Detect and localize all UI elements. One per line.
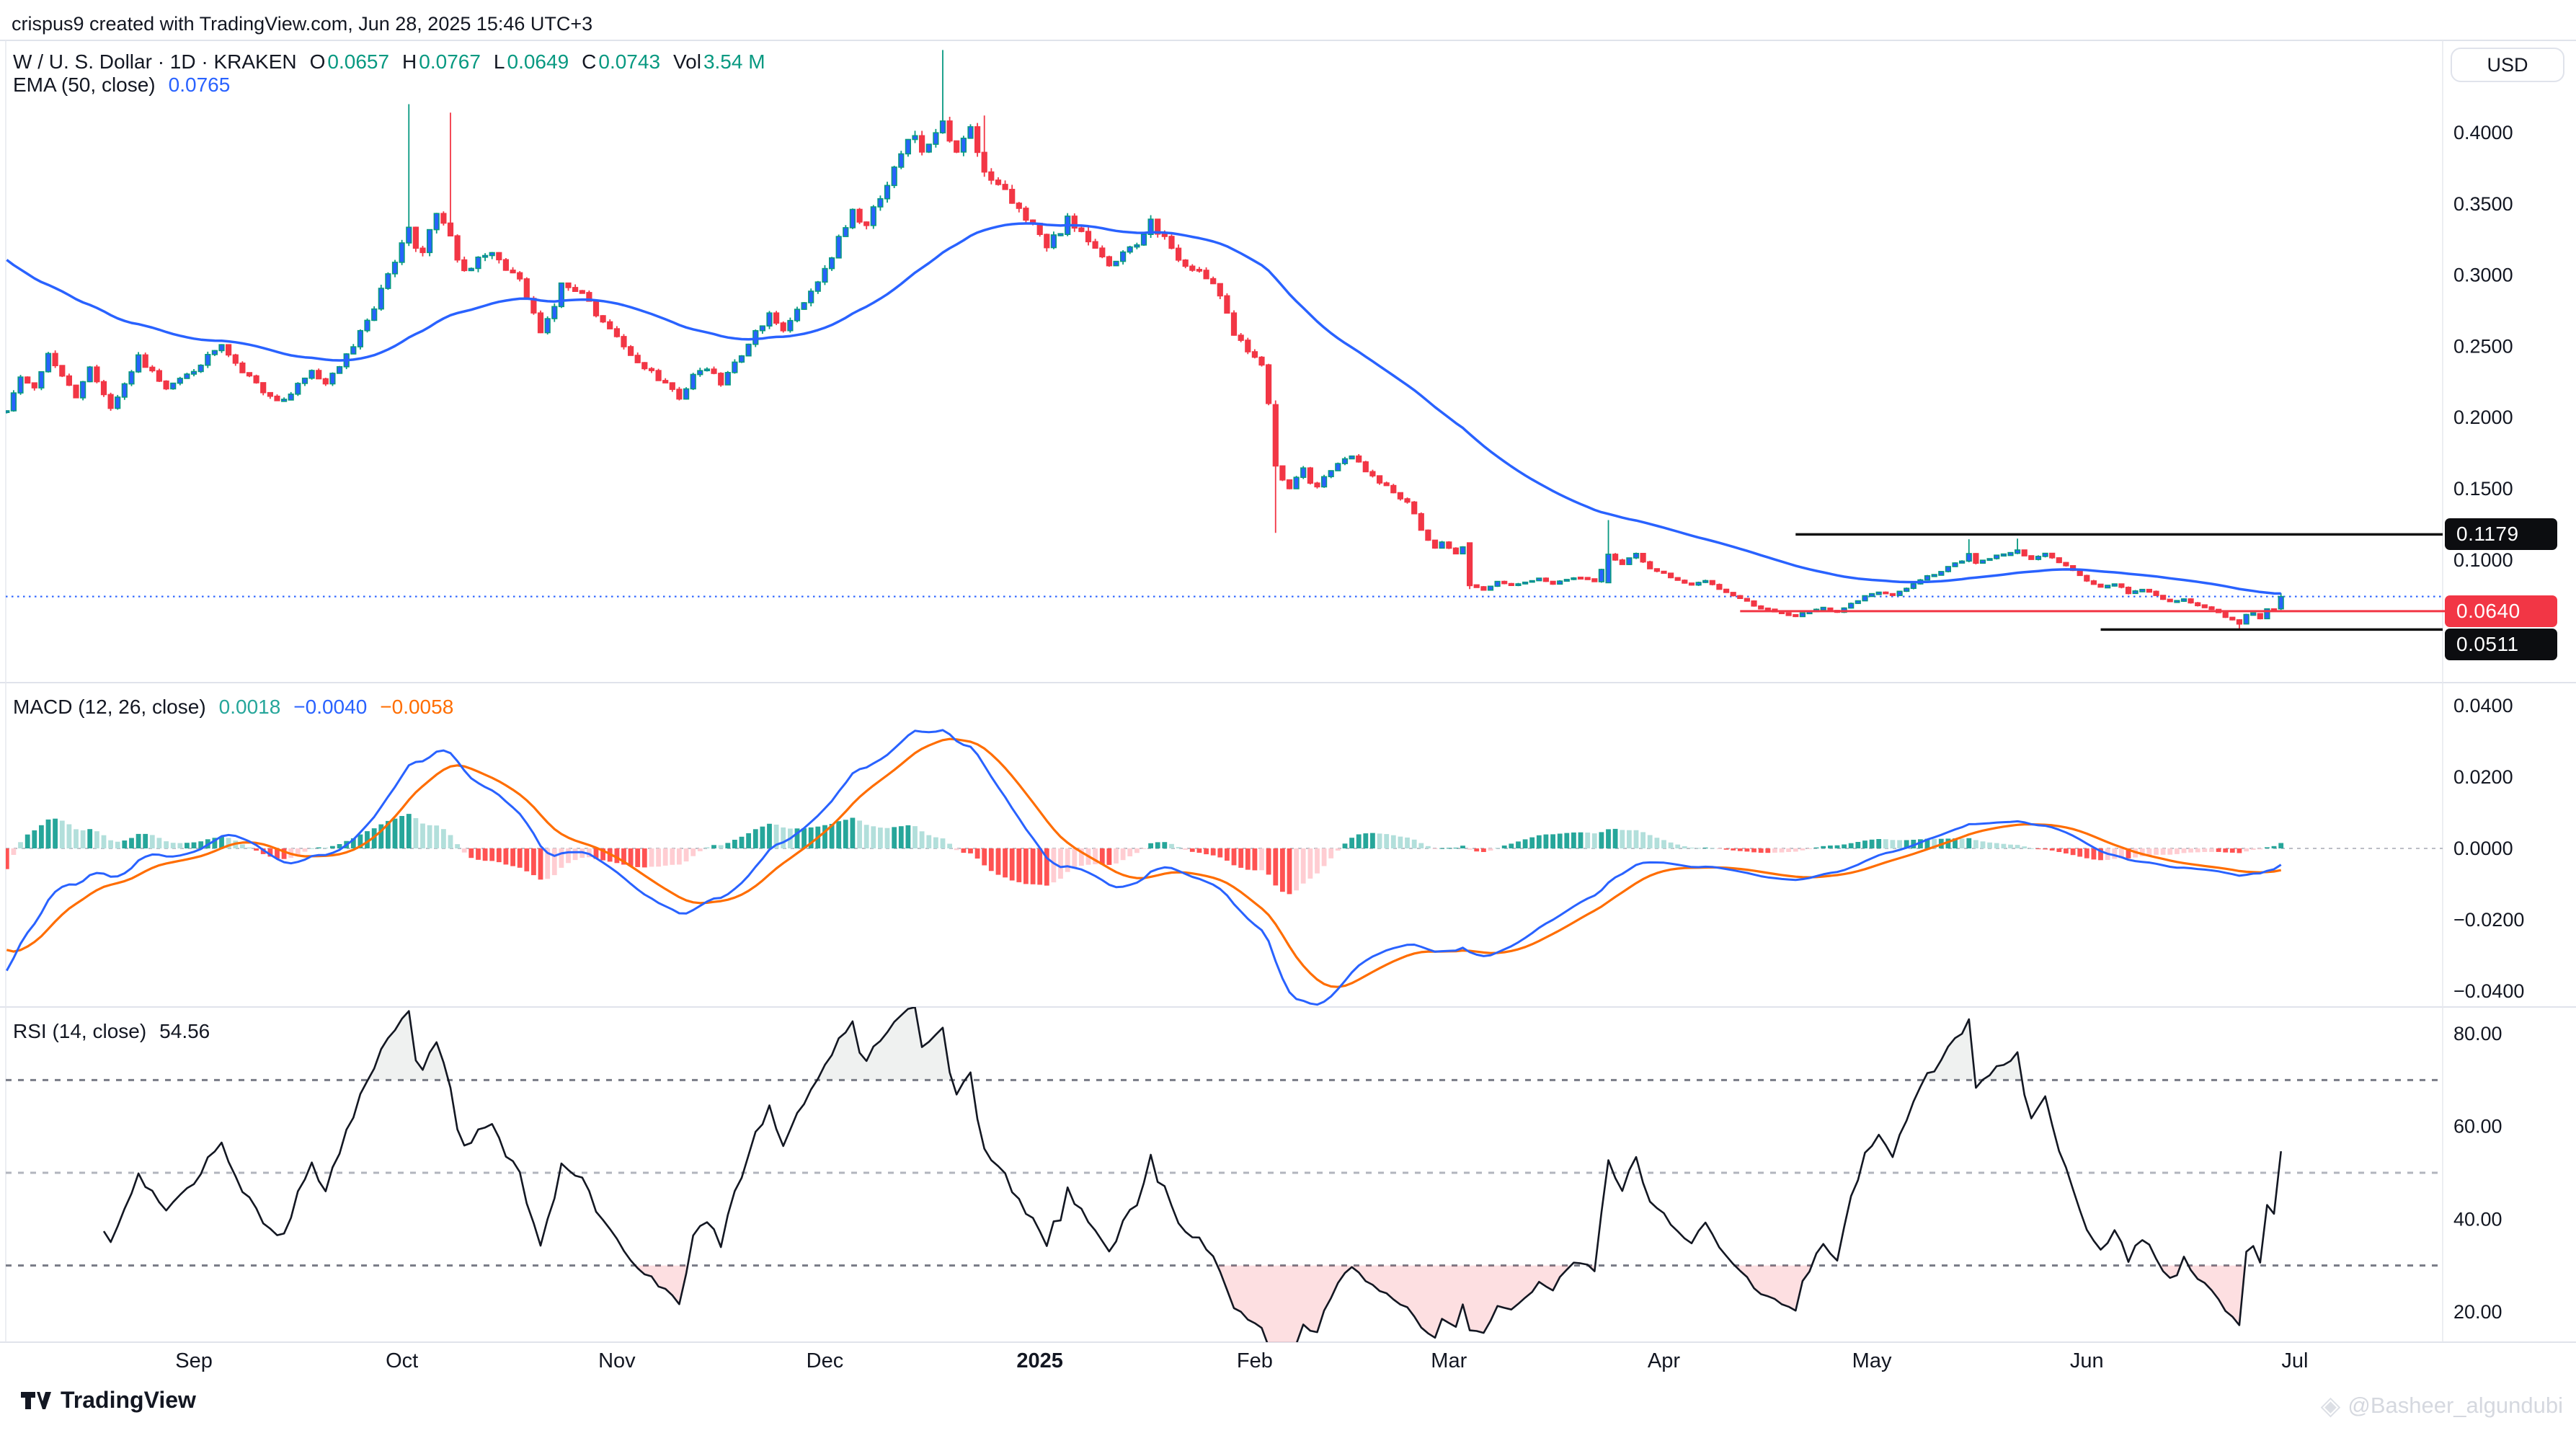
- rsi-overbought-fill: [368, 1007, 2022, 1081]
- tradingview-logo[interactable]: TradingView: [20, 1387, 196, 1414]
- macd-histogram-value: 0.0018: [218, 696, 281, 718]
- author-watermark-handle: @Basheer_algundubi: [2348, 1393, 2563, 1418]
- time-axis-label: Oct: [386, 1349, 418, 1372]
- time-axis-label: Nov: [598, 1349, 636, 1372]
- candlestick-series: [6, 50, 2284, 630]
- rsi-line: [102, 1007, 2282, 1342]
- rsi-tick-label: 80.00: [2453, 1023, 2502, 1044]
- time-axis-label: Apr: [1648, 1349, 1680, 1372]
- macd-tick-label: 0.0200: [2453, 766, 2513, 788]
- macd-label: MACD (12, 26, close): [13, 696, 206, 718]
- author-watermark: ◈ @Basheer_algundubi: [2321, 1393, 2563, 1419]
- price-tick-label: 0.1000: [2453, 549, 2513, 571]
- volume-readout: Vol 3.54 M: [673, 50, 765, 74]
- price-panel: [6, 50, 2443, 630]
- close-label: C: [582, 50, 597, 73]
- ema-label: EMA (50, close): [13, 74, 156, 96]
- price-tick-label: 0.3500: [2453, 193, 2513, 215]
- rsi-oversold-fill: [635, 1265, 2245, 1342]
- low-label: L: [493, 50, 505, 73]
- ohlc-close: C 0.0743: [582, 50, 660, 74]
- time-axis-label: 2025: [1016, 1349, 1063, 1372]
- open-label: O: [309, 50, 326, 73]
- tradingview-logo-text: TradingView: [61, 1387, 196, 1413]
- rsi-value: 54.56: [159, 1020, 210, 1042]
- macd-tick-label: 0.0400: [2453, 695, 2513, 716]
- rsi-tick-label: 20.00: [2453, 1301, 2502, 1323]
- macd-signal-value: −0.0058: [380, 696, 454, 718]
- rsi-panel: [6, 1007, 2443, 1342]
- low-value: 0.0649: [507, 50, 569, 73]
- price-tick-label: 0.2000: [2453, 407, 2513, 428]
- open-value: 0.0657: [327, 50, 390, 73]
- rsi-legend[interactable]: RSI (14, close) 54.56: [13, 1020, 210, 1043]
- time-axis-label: Jul: [2281, 1349, 2308, 1372]
- macd-tick-label: −0.0400: [2453, 980, 2524, 1002]
- high-value: 0.0767: [419, 50, 481, 73]
- time-axis-label: Mar: [1431, 1349, 1467, 1372]
- time-axis-label: Sep: [175, 1349, 213, 1372]
- volume-label: Vol: [673, 50, 701, 73]
- ema-50-line: [6, 222, 2281, 595]
- ema-legend[interactable]: EMA (50, close) 0.0765: [13, 74, 230, 97]
- time-axis-label: Feb: [1237, 1349, 1273, 1372]
- ohlc-low: L 0.0649: [494, 50, 569, 74]
- rsi-label: RSI (14, close): [13, 1020, 147, 1042]
- time-axis-label: May: [1852, 1349, 1892, 1372]
- time-axis-label: Dec: [807, 1349, 844, 1372]
- currency-toggle-button[interactable]: USD: [2451, 48, 2564, 82]
- tradingview-logo-icon: [21, 1391, 51, 1409]
- macd-tick-label: 0.0000: [2453, 838, 2513, 859]
- macd-tick-label: −0.0200: [2453, 909, 2524, 931]
- ohlc-high: H 0.0767: [402, 50, 481, 74]
- high-label: H: [402, 50, 417, 73]
- price-tick-label: 0.1500: [2453, 478, 2513, 500]
- close-value: 0.0743: [598, 50, 661, 73]
- symbol-title[interactable]: W / U. S. Dollar · 1D · KRAKEN: [13, 50, 297, 73]
- support-price-label: 0.0511: [2445, 628, 2557, 660]
- volume-value: 3.54 M: [703, 50, 765, 73]
- author-watermark-icon: ◈: [2320, 1390, 2341, 1420]
- attribution-header: crispus9 created with TradingView.com, J…: [12, 13, 593, 35]
- price-tick-label: 0.2500: [2453, 335, 2513, 357]
- macd-panel: [6, 729, 2443, 1006]
- macd-line-value: −0.0040: [293, 696, 368, 718]
- macd-histogram: [6, 814, 2284, 895]
- ohlc-open: O 0.0657: [310, 50, 389, 74]
- macd-main-line: [6, 729, 2282, 1006]
- macd-legend[interactable]: MACD (12, 26, close) 0.0018 −0.0040 −0.0…: [13, 696, 453, 719]
- price-tick-label: 0.3000: [2453, 265, 2513, 286]
- macd-signal-line: [6, 737, 2281, 988]
- time-axis-label: Jun: [2070, 1349, 2104, 1372]
- price-tick-label: 0.4000: [2453, 122, 2513, 143]
- rsi-tick-label: 60.00: [2453, 1116, 2502, 1137]
- resistance-price-label: 0.1179: [2445, 518, 2557, 551]
- rsi-tick-label: 40.00: [2453, 1208, 2502, 1230]
- ema-value: 0.0765: [168, 74, 231, 96]
- alert-price-label: 0.0640: [2445, 595, 2557, 627]
- symbol-legend[interactable]: W / U. S. Dollar · 1D · KRAKEN O 0.0657 …: [13, 50, 765, 74]
